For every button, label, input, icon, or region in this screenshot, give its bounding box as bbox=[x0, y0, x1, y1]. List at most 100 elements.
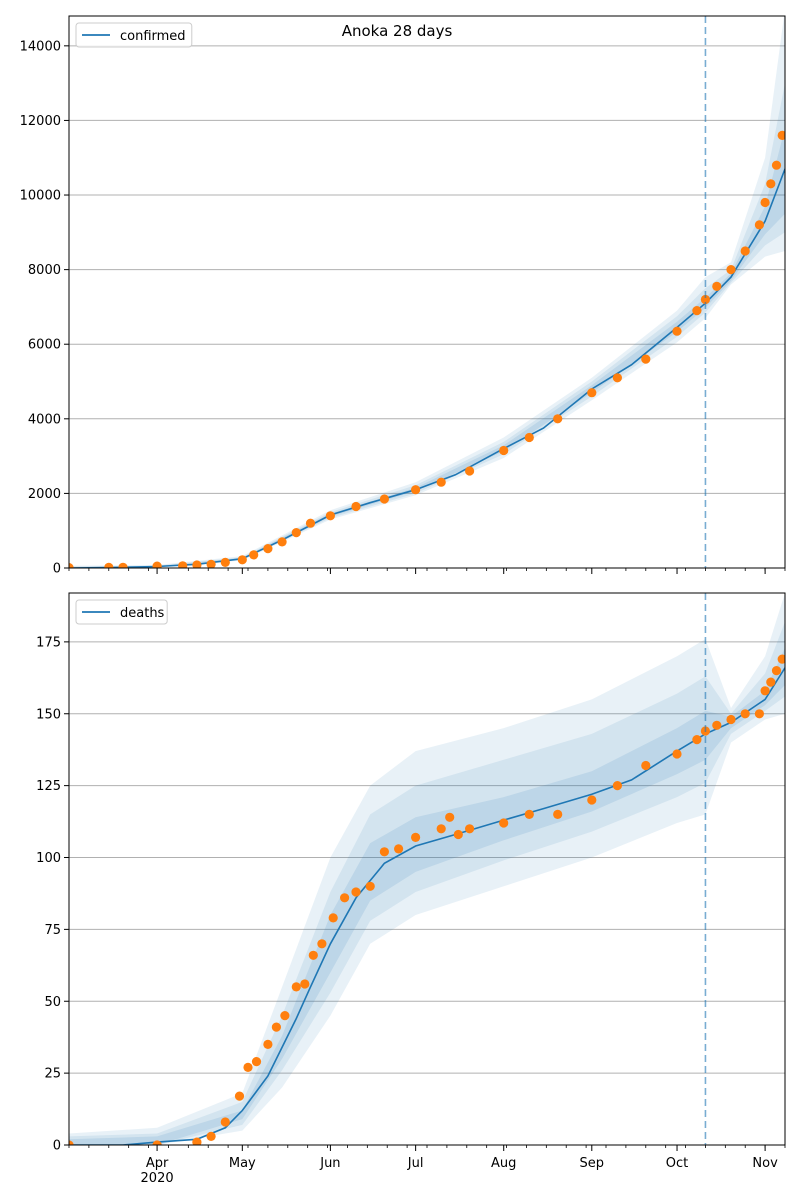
observed-point bbox=[777, 130, 785, 140]
legend-box bbox=[75, 599, 168, 625]
observed-point bbox=[760, 686, 770, 696]
observed-point bbox=[340, 893, 350, 903]
observed-point bbox=[411, 485, 421, 495]
legend-label: deaths bbox=[120, 606, 165, 621]
y-tick-label: 125 bbox=[36, 779, 61, 794]
y-tick-label: 8000 bbox=[28, 263, 61, 278]
observed-point bbox=[263, 544, 273, 554]
observed-point bbox=[436, 477, 446, 487]
observed-point bbox=[726, 714, 736, 725]
observed-point bbox=[766, 677, 776, 687]
observed-point bbox=[192, 560, 202, 568]
y-tick-label: 14000 bbox=[20, 39, 61, 54]
observed-point bbox=[379, 847, 389, 857]
observed-point bbox=[754, 709, 765, 719]
observed-point bbox=[394, 844, 404, 854]
observed-point bbox=[277, 537, 287, 547]
y-tick-label: 25 bbox=[44, 1067, 61, 1082]
y-tick-label: 6000 bbox=[28, 338, 61, 353]
observed-point bbox=[152, 561, 162, 568]
observed-point bbox=[612, 373, 623, 383]
observed-point bbox=[641, 354, 651, 364]
observed-point bbox=[740, 246, 750, 256]
observed-point bbox=[712, 720, 722, 730]
observed-point bbox=[365, 881, 375, 891]
observed-point bbox=[692, 735, 702, 745]
observed-point bbox=[465, 466, 475, 476]
observed-point bbox=[453, 829, 463, 840]
observed-point bbox=[251, 1057, 262, 1067]
observed-point bbox=[263, 1039, 273, 1049]
observed-point bbox=[325, 511, 335, 521]
observed-point bbox=[672, 326, 682, 336]
observed-point bbox=[178, 561, 188, 568]
observed-point bbox=[305, 518, 316, 528]
observed-point bbox=[587, 795, 597, 805]
y-tick-label: 100 bbox=[36, 851, 61, 866]
confirmed-panel: 0 2000 4000 6000 8000 10000 12000 14000 confirme… bbox=[20, 15, 786, 577]
observed-point bbox=[740, 709, 750, 719]
observed-point bbox=[351, 501, 361, 512]
observed-point bbox=[766, 179, 776, 189]
x-tick-label: Apr bbox=[146, 1156, 169, 1171]
chart-title: Anoka 28 days bbox=[342, 22, 453, 40]
y-tick-label: 175 bbox=[36, 635, 61, 650]
observed-point bbox=[291, 982, 301, 992]
observed-point bbox=[411, 832, 421, 843]
observed-point bbox=[249, 550, 259, 560]
series-line-deaths bbox=[69, 667, 785, 1145]
observed-point bbox=[220, 557, 230, 568]
observed-point bbox=[754, 220, 765, 230]
x-tick-label: Nov bbox=[752, 1156, 778, 1171]
observed-point bbox=[771, 666, 782, 676]
observed-point bbox=[206, 1131, 216, 1141]
observed-point bbox=[612, 781, 623, 791]
observed-point bbox=[317, 939, 327, 949]
observed-point bbox=[777, 654, 785, 664]
observed-point bbox=[308, 950, 318, 960]
y-tick-label: 0 bbox=[53, 562, 61, 577]
observed-point bbox=[445, 812, 455, 822]
y-tick-label: 10000 bbox=[20, 189, 61, 204]
observed-point bbox=[69, 1140, 74, 1145]
x-tick-label: Aug bbox=[491, 1156, 516, 1171]
plot-area bbox=[69, 593, 785, 1145]
observed-point bbox=[700, 294, 711, 305]
x-tick-label: Jul bbox=[407, 1156, 424, 1171]
observed-point bbox=[271, 1022, 281, 1032]
observed-point bbox=[300, 979, 310, 989]
observed-point bbox=[280, 1011, 290, 1021]
observed-point bbox=[672, 749, 682, 759]
uncertainty-band-middle bbox=[69, 621, 785, 1145]
observed-point bbox=[524, 809, 534, 820]
observed-point bbox=[328, 913, 338, 923]
y-tick-label: 0 bbox=[53, 1139, 61, 1154]
uncertainty-band-outer bbox=[69, 593, 785, 1145]
deaths-panel: 0 25 50 75 100 125 150 175 Apr May Jun Jul Aug Sep Oct… bbox=[36, 592, 786, 1186]
observed-point bbox=[499, 445, 509, 456]
uncertainty-band-inner bbox=[69, 647, 785, 1145]
y-tick-label: 150 bbox=[36, 707, 61, 722]
observed-point bbox=[465, 824, 475, 834]
observed-point bbox=[712, 281, 722, 291]
x-tick-label: Jun bbox=[319, 1156, 340, 1171]
x-tick-label: Sep bbox=[580, 1156, 605, 1171]
observed-point bbox=[587, 388, 597, 398]
observed-point bbox=[118, 562, 128, 568]
x-tick-label: May bbox=[229, 1156, 256, 1171]
legend-label: confirmed bbox=[120, 29, 186, 44]
observed-point bbox=[237, 555, 247, 565]
legend-box bbox=[75, 22, 193, 48]
observed-point bbox=[206, 559, 216, 568]
observed-point bbox=[524, 432, 534, 443]
observed-point bbox=[291, 528, 301, 538]
observed-point bbox=[220, 1117, 230, 1127]
observed-point bbox=[553, 809, 563, 820]
observed-point bbox=[104, 562, 114, 568]
observed-point bbox=[771, 160, 782, 170]
y-tick-label: 75 bbox=[44, 923, 61, 938]
observed-point bbox=[234, 1091, 245, 1101]
y-tick-label: 2000 bbox=[28, 487, 61, 502]
observed-point bbox=[436, 824, 446, 834]
